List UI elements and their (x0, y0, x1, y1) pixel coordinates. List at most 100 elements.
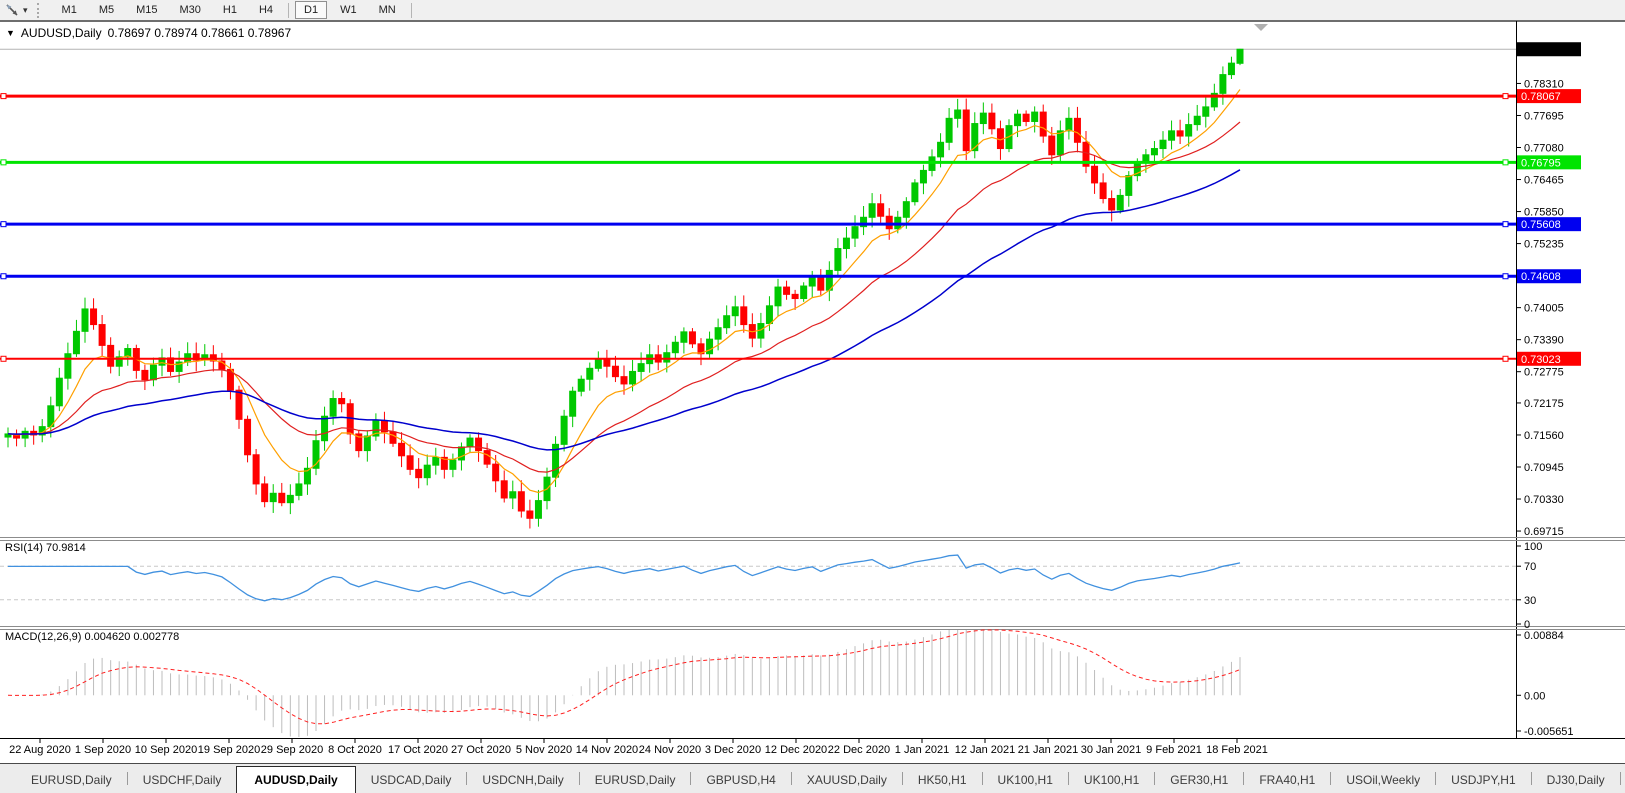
moving-average-lines (7, 89, 1241, 494)
svg-text:1 Jan 2021: 1 Jan 2021 (895, 744, 949, 756)
chart-canvas[interactable]: 0.78310 0.77695 0.77080 0.76465 0.75850 0.752… (0, 21, 1625, 763)
symbol-tab-bar: EURUSD,Daily USDCHF,Daily AUDUSD,Daily USDC… (0, 763, 1625, 793)
svg-text:21 Jan 2021: 21 Jan 2021 (1018, 744, 1079, 756)
svg-text:0.69715: 0.69715 (1524, 526, 1564, 538)
hline-left-handle[interactable] (0, 221, 7, 228)
svg-text:12 Dec 2020: 12 Dec 2020 (765, 744, 827, 756)
tab-separator (1619, 772, 1621, 785)
tab-separator (1154, 772, 1156, 785)
tab-hk50-h1[interactable]: HK50,H1 (917, 773, 967, 787)
svg-text:3 Dec 2020: 3 Dec 2020 (705, 744, 761, 756)
rsi-line (8, 554, 1241, 602)
tab-usdcnh-daily[interactable]: USDCNH,Daily (482, 773, 564, 787)
tab-audusd-daily[interactable]: AUDUSD,Daily (236, 766, 356, 793)
timeframe-toolbar: ▾ M1 M5 M15 M30 H1 H4 D1 W1 MN (0, 0, 1625, 21)
tab-fra40-h1[interactable]: FRA40,H1 (1259, 773, 1316, 787)
tab-usdjpy-h1[interactable]: USDJPY,H1 (1451, 773, 1516, 787)
tab-separator (901, 772, 903, 785)
hline-right-handle[interactable] (1502, 93, 1509, 100)
svg-text:30 Jan 2021: 30 Jan 2021 (1081, 744, 1142, 756)
svg-text:0.76795: 0.76795 (1521, 157, 1561, 169)
hline-right-handle[interactable] (1502, 355, 1509, 362)
rsi-axis: 100 70 30 0 (1516, 541, 1542, 631)
tab-usoil-weekly[interactable]: USOil,Weekly (1346, 773, 1421, 787)
hline-left-handle[interactable] (0, 93, 7, 100)
tab-separator (1530, 772, 1532, 785)
svg-text:27 Oct 2020: 27 Oct 2020 (451, 744, 511, 756)
tab-ger30-h1[interactable]: GER30,H1 (1170, 773, 1229, 787)
svg-text:0.72175: 0.72175 (1524, 398, 1564, 410)
svg-text:8 Oct 2020: 8 Oct 2020 (328, 744, 382, 756)
timeframe-button-h4[interactable]: H4 (258, 4, 274, 16)
tab-separator (790, 772, 792, 785)
hline-right-handle[interactable] (1502, 221, 1509, 228)
timeframe-button-m30[interactable]: M30 (179, 4, 201, 16)
svg-text:0.00: 0.00 (1524, 690, 1545, 702)
chart-symbol-period: AUDUSD,Daily (20, 26, 102, 40)
tab-separator (1067, 772, 1069, 785)
timeframe-button-mn[interactable]: MN (378, 4, 396, 16)
svg-text:0.71560: 0.71560 (1524, 430, 1564, 442)
symbol-tabs: EURUSD,Daily USDCHF,Daily AUDUSD,Daily USDC… (16, 765, 1625, 793)
svg-text:10 Sep 2020: 10 Sep 2020 (135, 744, 197, 756)
svg-text:0.70330: 0.70330 (1524, 494, 1564, 506)
macd-indicator-label: MACD(12,26,9) 0.004620 0.002778 (5, 631, 180, 643)
svg-text:-0.005651: -0.005651 (1524, 726, 1574, 738)
date-axis[interactable]: 22 Aug 2020 1 Sep 2020 10 Sep 2020 19 Sep 2… (9, 739, 1268, 756)
tab-dj30-daily[interactable]: DJ30,Daily (1546, 773, 1605, 787)
chart-ohlc-values: 0.78697 0.78974 0.78661 0.78967 (107, 26, 292, 40)
svg-text:0.74005: 0.74005 (1524, 303, 1564, 315)
toolbar-grip[interactable] (36, 2, 43, 18)
timeframe-button-h1[interactable]: H1 (222, 4, 237, 16)
hline-left-handle[interactable] (0, 273, 7, 280)
chart-dropdown-icon[interactable]: ▼ (6, 28, 15, 38)
timeframe-buttons: M1 M5 M15 M30 H1 H4 D1 W1 MN (51, 1, 416, 19)
rsi-indicator-label: RSI(14) 70.9814 (5, 542, 86, 554)
chart-shift-marker-icon[interactable] (1254, 24, 1268, 31)
cursor-tool-icon[interactable] (4, 2, 22, 18)
svg-text:0.78067: 0.78067 (1521, 91, 1561, 103)
macd-axis: 0.00884 0.00 -0.005651 (1516, 630, 1574, 738)
svg-text:0.73023: 0.73023 (1521, 354, 1561, 366)
cursor-tool-caret[interactable]: ▾ (23, 4, 28, 15)
timeframe-button-w1[interactable]: W1 (340, 4, 357, 16)
price-axis[interactable]: 0.78310 0.77695 0.77080 0.76465 0.75850 0.752… (1516, 44, 1581, 538)
timeframe-button-m15[interactable]: M15 (136, 4, 158, 16)
tab-eurusd-daily[interactable]: EURUSD,Daily (594, 773, 676, 787)
tab-usdchf-daily[interactable]: USDCHF,Daily (142, 773, 222, 787)
svg-text:19 Sep 2020: 19 Sep 2020 (198, 744, 260, 756)
hline-right-handle[interactable] (1502, 159, 1509, 166)
svg-text:24 Nov 2020: 24 Nov 2020 (639, 744, 701, 756)
svg-text:0.74608: 0.74608 (1521, 271, 1561, 283)
toolbar-separator (410, 2, 412, 18)
tab-eurusd-daily[interactable]: EURUSD,Daily (31, 773, 112, 787)
tab-separator (1243, 772, 1245, 785)
tab-gbpusd-h4[interactable]: GBPUSD,H4 (706, 773, 776, 787)
hline-right-handle[interactable] (1502, 273, 1509, 280)
svg-text:0.73390: 0.73390 (1524, 335, 1564, 347)
timeframe-button-d1[interactable]: D1 (295, 1, 328, 19)
timeframe-button-m5[interactable]: M5 (98, 4, 115, 16)
hline-left-handle[interactable] (0, 159, 7, 166)
tab-xauusd-daily[interactable]: XAUUSD,Daily (806, 773, 887, 787)
svg-text:0.78310: 0.78310 (1524, 78, 1564, 90)
hline-left-handle[interactable] (0, 355, 7, 362)
svg-text:1 Sep 2020: 1 Sep 2020 (75, 744, 131, 756)
svg-text:0.72775: 0.72775 (1524, 367, 1564, 379)
svg-text:5 Nov 2020: 5 Nov 2020 (516, 744, 572, 756)
tab-separator (1330, 772, 1332, 785)
svg-text:12 Jan 2021: 12 Jan 2021 (955, 744, 1016, 756)
svg-text:18 Feb 2021: 18 Feb 2021 (1206, 744, 1268, 756)
tab-uk100-h1[interactable]: UK100,H1 (1083, 773, 1140, 787)
tab-usdcad-daily[interactable]: USDCAD,Daily (370, 773, 452, 787)
tab-china300-h1[interactable]: CHINA300,H1 (1621, 768, 1625, 793)
candlestick-series (4, 48, 1244, 529)
tab-separator (690, 772, 692, 785)
tab-uk100-h1[interactable]: UK100,H1 (997, 773, 1053, 787)
toolbar-separator (288, 2, 290, 18)
timeframe-button-m1[interactable]: M1 (61, 4, 77, 16)
svg-text:0.75235: 0.75235 (1524, 239, 1564, 251)
svg-text:0: 0 (1524, 619, 1530, 631)
chart-title: ▼ AUDUSD,Daily 0.78697 0.78974 0.78661 0… (6, 26, 291, 40)
